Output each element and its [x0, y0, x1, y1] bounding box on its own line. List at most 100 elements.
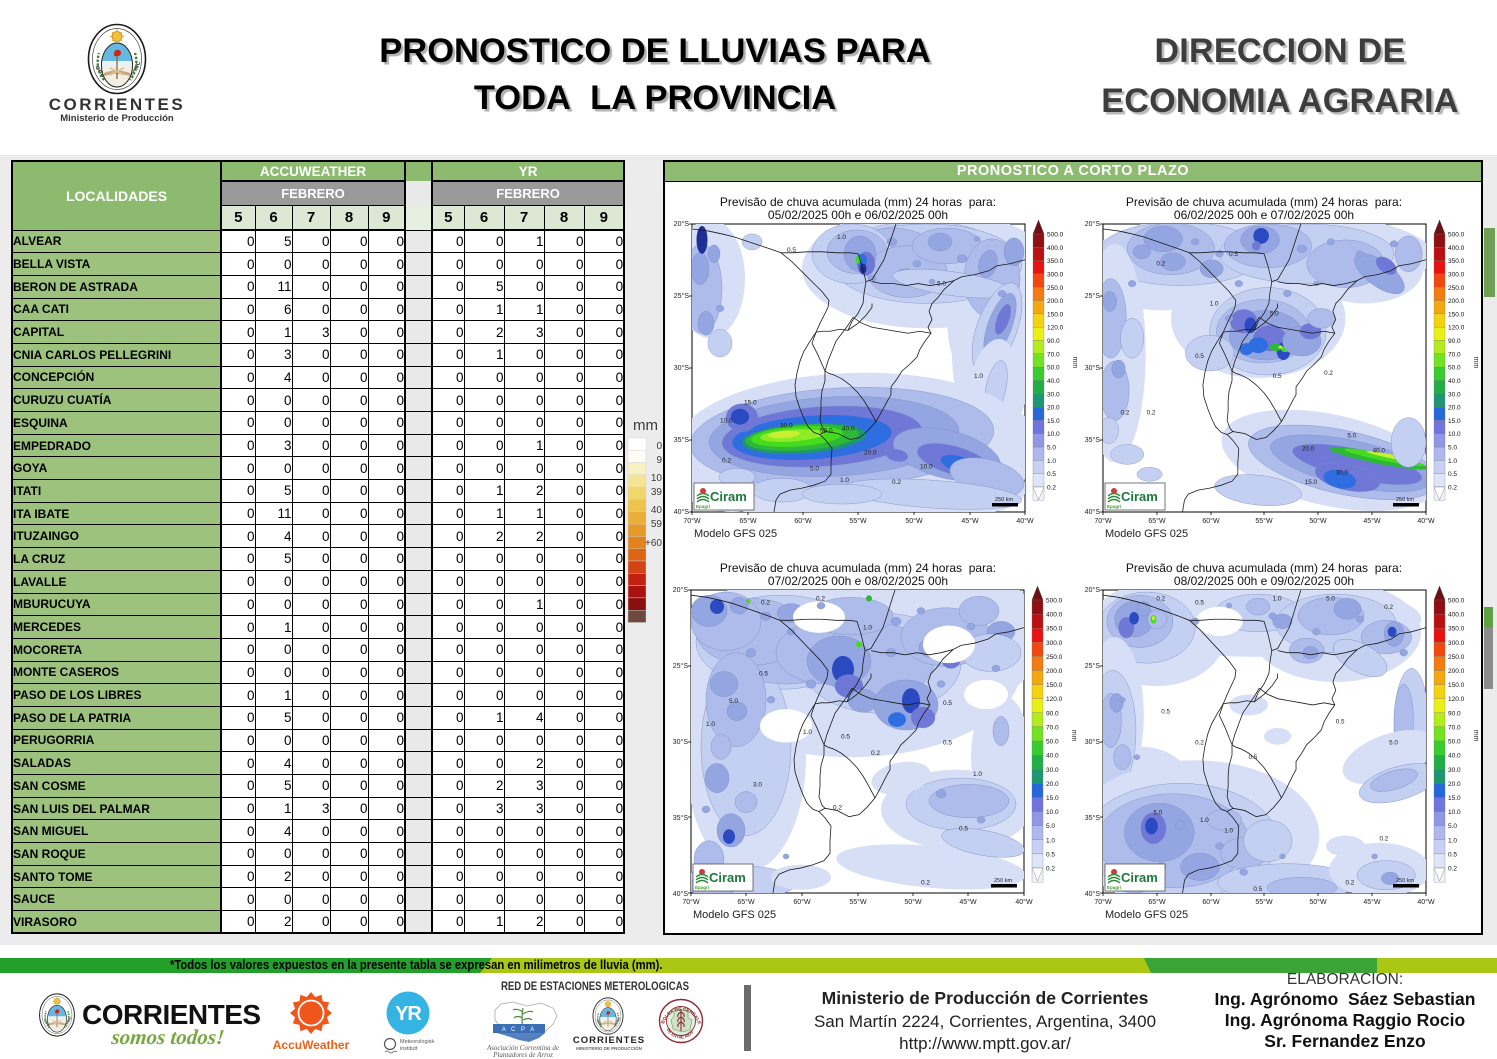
svg-text:5.0: 5.0: [937, 281, 946, 288]
svg-text:200.0: 200.0: [1047, 298, 1064, 305]
svg-text:0.5: 0.5: [1047, 471, 1056, 478]
svg-text:300.0: 300.0: [1448, 640, 1465, 647]
svg-text:250 km: 250 km: [1396, 497, 1414, 503]
svg-text:55°W: 55°W: [849, 898, 867, 906]
svg-text:20.0: 20.0: [1448, 405, 1461, 412]
svg-text:70°W: 70°W: [1094, 898, 1112, 906]
svg-text:55°W: 55°W: [849, 517, 867, 525]
svg-text:Epagri: Epagri: [1107, 885, 1121, 890]
svg-text:50.0: 50.0: [1046, 739, 1059, 746]
svg-text:YR: YR: [395, 1003, 422, 1025]
svg-text:300.0: 300.0: [1047, 271, 1064, 278]
svg-text:70.0: 70.0: [1448, 724, 1461, 731]
svg-text:1.0: 1.0: [1046, 837, 1055, 844]
svg-text:25°S: 25°S: [674, 292, 690, 300]
svg-text:45°W: 45°W: [1363, 517, 1381, 525]
svg-text:0.5: 0.5: [1336, 719, 1345, 726]
svg-text:0.5: 0.5: [1253, 886, 1262, 893]
svg-text:mm: mm: [1472, 357, 1479, 369]
svg-text:0.5: 0.5: [959, 825, 968, 832]
svg-text:Ciram: Ciram: [1121, 489, 1158, 504]
svg-text:60°W: 60°W: [793, 898, 811, 906]
svg-text:50.0: 50.0: [1448, 365, 1461, 372]
svg-text:1.0: 1.0: [1273, 595, 1282, 602]
svg-text:0.2: 0.2: [816, 595, 825, 602]
svg-text:0.5: 0.5: [759, 671, 768, 678]
svg-text:25°S: 25°S: [1085, 662, 1101, 670]
svg-text:1.0: 1.0: [1448, 837, 1457, 844]
svg-text:250.0: 250.0: [1448, 654, 1465, 661]
svg-text:Ciram: Ciram: [710, 489, 747, 504]
svg-text:40°W: 40°W: [1016, 517, 1034, 525]
svg-text:500.0: 500.0: [1047, 232, 1064, 239]
svg-text:70°W: 70°W: [683, 517, 701, 525]
svg-text:35°S: 35°S: [1085, 436, 1101, 444]
svg-text:Epagri: Epagri: [1107, 504, 1121, 509]
svg-text:5.0: 5.0: [1326, 595, 1335, 602]
svg-text:10.0: 10.0: [920, 463, 933, 470]
svg-text:40.0: 40.0: [842, 426, 855, 433]
svg-text:70.0: 70.0: [1047, 351, 1060, 358]
svg-text:150.0: 150.0: [1448, 311, 1465, 318]
svg-text:40°S: 40°S: [1085, 890, 1101, 898]
svg-text:20°S: 20°S: [1085, 220, 1101, 228]
svg-text:0.2: 0.2: [722, 457, 731, 464]
svg-text:90.0: 90.0: [1046, 710, 1059, 717]
svg-text:5.0: 5.0: [810, 465, 819, 472]
svg-text:15.0: 15.0: [744, 400, 757, 407]
svg-text:90.0: 90.0: [1448, 710, 1461, 717]
svg-text:0.5: 0.5: [1249, 754, 1258, 761]
svg-text:20.0: 20.0: [1448, 781, 1461, 788]
svg-text:400.0: 400.0: [1448, 612, 1465, 619]
svg-text:mm: mm: [1071, 357, 1078, 369]
svg-text:mm: mm: [633, 417, 658, 434]
svg-text:30°S: 30°S: [1085, 738, 1101, 746]
svg-text:15.0: 15.0: [1046, 795, 1059, 802]
svg-text:350.0: 350.0: [1448, 258, 1465, 265]
svg-text:15.0: 15.0: [1448, 795, 1461, 802]
svg-text:350.0: 350.0: [1047, 258, 1064, 265]
svg-text:Modelo GFS 025: Modelo GFS 025: [1105, 909, 1188, 921]
svg-text:10.0: 10.0: [720, 418, 733, 425]
svg-text:30.0: 30.0: [1336, 469, 1349, 476]
svg-text:250.0: 250.0: [1448, 285, 1465, 292]
svg-text:0.2: 0.2: [871, 750, 880, 757]
svg-text:20°S: 20°S: [673, 586, 689, 594]
svg-text:35°S: 35°S: [1085, 814, 1101, 822]
svg-text:Ciram: Ciram: [1121, 870, 1158, 885]
svg-text:Plantadores de Arroz: Plantadores de Arroz: [492, 1051, 553, 1058]
svg-text:0.2: 0.2: [921, 880, 930, 887]
svg-text:50°W: 50°W: [1309, 898, 1327, 906]
svg-text:0.5: 0.5: [1046, 851, 1055, 858]
svg-text:0.2: 0.2: [1384, 604, 1393, 611]
svg-text:1.0: 1.0: [1448, 458, 1457, 465]
svg-text:Modelo GFS 025: Modelo GFS 025: [694, 528, 777, 540]
svg-text:200.0: 200.0: [1448, 668, 1465, 675]
svg-text:5.0: 5.0: [1389, 739, 1398, 746]
svg-text:institutt: institutt: [400, 1046, 418, 1052]
svg-text:1.0: 1.0: [1200, 817, 1209, 824]
svg-text:250 km: 250 km: [1396, 878, 1414, 884]
svg-text:30.0: 30.0: [780, 423, 793, 430]
svg-text:1.0: 1.0: [706, 721, 715, 728]
svg-text:20.0: 20.0: [1046, 781, 1059, 788]
svg-text:20°S: 20°S: [674, 220, 690, 228]
svg-text:30.0: 30.0: [1448, 391, 1461, 398]
svg-text:250 km: 250 km: [994, 878, 1012, 884]
svg-text:30.0: 30.0: [1047, 391, 1060, 398]
svg-text:Modelo GFS 025: Modelo GFS 025: [693, 909, 776, 921]
svg-text:25°S: 25°S: [673, 662, 689, 670]
svg-text:60°W: 60°W: [1202, 517, 1220, 525]
svg-text:0.2: 0.2: [1195, 739, 1204, 746]
svg-text:1.0: 1.0: [1047, 458, 1056, 465]
svg-text:300.0: 300.0: [1046, 640, 1063, 647]
svg-text:400.0: 400.0: [1046, 612, 1063, 619]
svg-text:1.0: 1.0: [1224, 827, 1233, 834]
svg-text:250 km: 250 km: [995, 497, 1013, 503]
svg-text:45°W: 45°W: [959, 898, 977, 906]
svg-text:55°W: 55°W: [1255, 898, 1273, 906]
svg-text:0.2: 0.2: [1448, 485, 1457, 492]
svg-text:0.5: 0.5: [1229, 251, 1238, 258]
svg-text:350.0: 350.0: [1448, 626, 1465, 633]
svg-text:400.0: 400.0: [1448, 245, 1465, 252]
